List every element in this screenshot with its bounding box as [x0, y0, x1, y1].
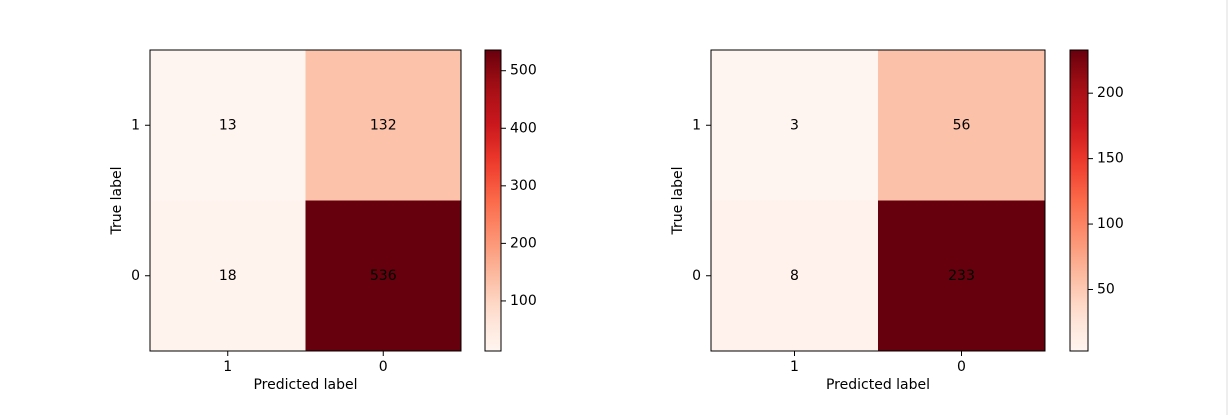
colorbar-tick-label: 50	[1097, 281, 1115, 297]
x-axis-label: Predicted label	[253, 377, 357, 393]
cell-label: 8	[790, 268, 799, 284]
colorbar-tick-label: 200	[510, 235, 537, 251]
colorbar-tick-label: 500	[510, 63, 537, 79]
cell-label: 233	[948, 268, 975, 284]
cell	[878, 200, 1046, 352]
plot-frame	[149, 49, 462, 352]
colorbar-tick-label: 300	[510, 178, 537, 194]
cell	[150, 50, 306, 201]
x-axis-label: Predicted label	[826, 377, 930, 393]
cell-label: 56	[953, 117, 971, 133]
y-tick-label: 1	[131, 117, 140, 133]
colorbar-tick-label: 100	[1097, 216, 1124, 232]
y-tick-label: 1	[692, 117, 701, 133]
cell-label: 536	[370, 268, 397, 284]
colorbar-tick-label: 100	[510, 293, 537, 309]
colorbar-tick-label: 150	[1097, 151, 1124, 167]
cell-label: 3	[790, 117, 799, 133]
x-tick-label: 0	[957, 359, 966, 375]
colorbar	[484, 49, 502, 352]
cell	[305, 50, 462, 201]
cell	[150, 200, 306, 352]
x-tick-label: 0	[379, 359, 388, 375]
colorbar-tick-label: 200	[1097, 85, 1124, 101]
plot-frame	[710, 49, 1046, 352]
y-tick-label: 0	[692, 268, 701, 284]
cell	[878, 50, 1046, 201]
cell-label: 13	[219, 117, 237, 133]
cell-label: 132	[370, 117, 397, 133]
cell-label: 18	[219, 268, 237, 284]
x-tick-label: 1	[223, 359, 232, 375]
colorbar-tick-label: 400	[510, 120, 537, 136]
colorbar	[1069, 49, 1089, 352]
cell	[305, 200, 462, 352]
y-axis-label: True label	[670, 166, 686, 235]
x-tick-label: 1	[790, 359, 799, 375]
cell	[711, 200, 879, 352]
y-axis-label: True label	[109, 166, 125, 235]
y-tick-label: 0	[131, 268, 140, 284]
cell	[711, 50, 879, 201]
